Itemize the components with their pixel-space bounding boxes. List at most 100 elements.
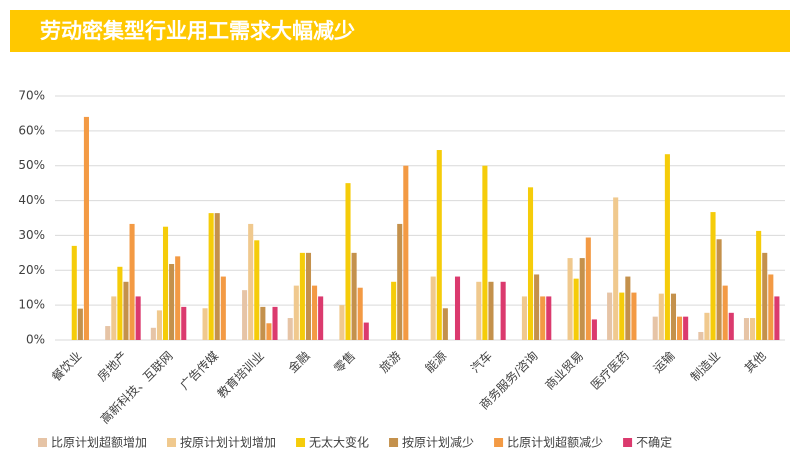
bar xyxy=(722,285,728,340)
bar xyxy=(77,308,83,340)
bar xyxy=(287,318,293,340)
legend-label: 比原计划超额增加 xyxy=(51,435,147,450)
legend-label: 无太大变化 xyxy=(309,435,369,450)
legend-swatch xyxy=(389,438,399,447)
bar xyxy=(202,308,208,340)
bar xyxy=(750,318,756,340)
bar xyxy=(214,213,220,340)
bar xyxy=(117,266,123,340)
y-tick-label: 10% xyxy=(18,298,45,312)
bar xyxy=(318,296,324,340)
bar xyxy=(454,276,461,340)
bar xyxy=(579,258,585,340)
x-tick-label: 零售 xyxy=(331,348,359,376)
bar xyxy=(716,239,722,340)
bar xyxy=(299,252,305,340)
bar xyxy=(625,276,631,340)
bar xyxy=(181,306,187,340)
x-tick-label: 医疗医药 xyxy=(588,349,632,393)
x-tick-label: 运输 xyxy=(650,348,678,376)
bar xyxy=(670,293,677,340)
bar xyxy=(266,323,272,340)
bar xyxy=(591,319,597,340)
legend-swatch xyxy=(167,438,177,447)
legend-label: 不确定 xyxy=(636,435,672,450)
bar xyxy=(123,281,129,340)
bar xyxy=(175,256,181,340)
bar xyxy=(743,318,750,340)
legend-swatch xyxy=(296,438,306,447)
legend-swatch xyxy=(623,438,633,447)
bar xyxy=(293,285,299,340)
bar xyxy=(208,213,214,340)
bar xyxy=(488,281,494,340)
chart-title: 劳动密集型行业用工需求大幅减少 xyxy=(40,19,355,43)
bar xyxy=(363,322,369,340)
x-tick-label: 制造业 xyxy=(688,349,723,384)
bar xyxy=(774,296,780,340)
legend-swatch xyxy=(38,438,47,447)
bar xyxy=(248,223,254,340)
bar xyxy=(527,187,534,340)
x-tick-label: 教育培训业 xyxy=(214,348,267,401)
bar xyxy=(521,296,527,340)
x-tick-label: 房地产 xyxy=(94,348,130,384)
bar xyxy=(129,223,135,340)
bar xyxy=(351,252,357,340)
y-tick-label: 20% xyxy=(18,263,45,277)
bar xyxy=(162,226,169,340)
bar xyxy=(83,116,89,341)
bar xyxy=(260,306,266,340)
bar xyxy=(111,296,117,340)
bar xyxy=(169,264,175,340)
x-tick-label: 其他 xyxy=(742,349,769,376)
title-band xyxy=(10,10,790,52)
bar xyxy=(339,305,345,340)
bar xyxy=(683,316,689,340)
bar xyxy=(652,316,658,340)
y-tick-label: 40% xyxy=(18,193,45,207)
bar xyxy=(220,276,226,340)
x-tick-label: 广告传媒 xyxy=(177,348,222,393)
x-tick-label: 餐饮业 xyxy=(48,348,84,384)
bar xyxy=(585,237,591,340)
y-tick-label: 0% xyxy=(26,333,45,347)
bar xyxy=(312,285,318,340)
x-tick-label: 金融 xyxy=(285,348,313,376)
bar xyxy=(357,287,363,340)
bar xyxy=(272,306,278,340)
bar xyxy=(619,292,625,340)
bar xyxy=(631,292,637,340)
bar xyxy=(135,296,141,340)
bar xyxy=(500,281,506,340)
y-tick-label: 30% xyxy=(18,228,45,242)
bar xyxy=(756,230,762,340)
bar xyxy=(613,197,619,340)
bar xyxy=(704,312,710,340)
bar xyxy=(762,252,768,340)
bar xyxy=(430,276,436,340)
x-tick-label: 能源 xyxy=(423,349,450,376)
bar xyxy=(768,274,774,340)
bar xyxy=(254,240,260,340)
bar xyxy=(658,293,664,340)
bar xyxy=(242,290,248,340)
y-tick-label: 70% xyxy=(18,89,45,103)
bar xyxy=(397,223,403,340)
y-tick-label: 60% xyxy=(18,123,45,137)
bar xyxy=(698,331,704,340)
bar xyxy=(607,292,613,340)
bar xyxy=(573,278,579,340)
x-tick-label: 商业贸易 xyxy=(542,348,587,393)
legend-label: 按原计划减少 xyxy=(402,436,474,450)
bar xyxy=(403,165,409,340)
bar xyxy=(345,183,351,340)
bar xyxy=(391,281,397,340)
bar xyxy=(476,281,482,340)
bar xyxy=(677,316,683,340)
bar xyxy=(540,296,546,340)
bar xyxy=(534,274,540,340)
bar xyxy=(150,327,156,340)
